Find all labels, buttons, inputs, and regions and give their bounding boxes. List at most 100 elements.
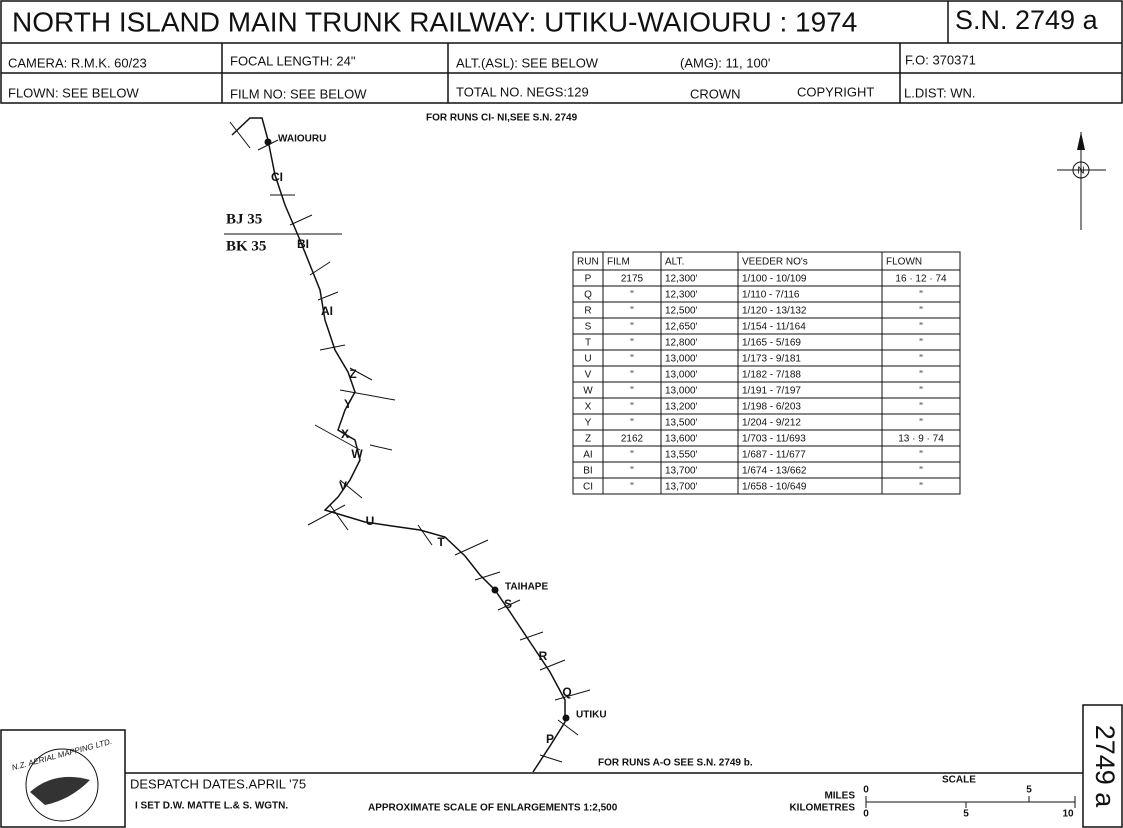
run-tick — [309, 261, 331, 276]
table-cell: 1/703 - 11/693 — [742, 434, 806, 445]
table-cell: AI — [583, 450, 592, 461]
run-tick — [307, 504, 346, 526]
fo: F.O: 370371 — [905, 52, 976, 67]
table-cell: " — [919, 354, 923, 365]
table-cell: " — [919, 482, 923, 493]
table-cell: 1/191 - 7/197 — [742, 386, 801, 397]
table-cell: T — [585, 338, 591, 349]
run-tick — [497, 599, 521, 611]
table-header: VEEDER NO's — [742, 257, 808, 268]
table-cell: " — [630, 306, 634, 317]
table-cell: 1/165 - 5/169 — [742, 338, 801, 349]
km-tick: 10 — [1062, 809, 1074, 820]
table-cell: V — [585, 370, 592, 381]
run-label: T — [437, 535, 445, 549]
table-header: RUN — [577, 257, 599, 268]
run-tick — [554, 689, 591, 701]
run-label: X — [341, 427, 349, 441]
run-tick — [369, 444, 393, 451]
title: NORTH ISLAND MAIN TRUNK RAILWAY: UTIKU-W… — [12, 6, 857, 37]
table-cell: " — [630, 322, 634, 333]
run-label: S — [504, 597, 512, 611]
table-cell: " — [630, 370, 634, 381]
table-cell: Y — [585, 418, 592, 429]
table-cell: Z — [585, 434, 591, 445]
table-cell: " — [919, 306, 923, 317]
run-tick — [339, 389, 396, 401]
run-tick — [539, 659, 566, 671]
place-dot — [562, 714, 570, 722]
altitude: ALT.(ASL): SEE BELOW — [456, 55, 599, 70]
table-cell: " — [630, 386, 634, 397]
table-cell: " — [630, 402, 634, 413]
run-ticks — [229, 121, 591, 763]
copyright: COPYRIGHT — [797, 84, 874, 99]
run-label: V — [339, 479, 347, 493]
table-cell: " — [919, 322, 923, 333]
table-cell: 12,500' — [665, 306, 698, 317]
table-cell: 13,550' — [665, 450, 698, 461]
table-cell: 13,000' — [665, 354, 698, 365]
table-cell: 1/674 - 13/662 — [742, 466, 807, 477]
railway-track — [231, 117, 566, 773]
table-cell: 12,650' — [665, 322, 698, 333]
place-dot — [491, 586, 499, 594]
run-tick — [474, 571, 501, 581]
table-cell: X — [585, 402, 592, 413]
run-label: BI — [297, 237, 309, 251]
table-header: FILM — [607, 257, 630, 268]
note-bottom: FOR RUNS A-O SEE S.N. 2749 b. — [598, 758, 753, 769]
km-tick: 5 — [963, 809, 969, 820]
footer-frame — [0, 704, 1123, 828]
table-cell: 13,700' — [665, 482, 698, 493]
table-cell: 1/110 - 7/116 — [742, 290, 800, 301]
table-cell: " — [630, 338, 634, 349]
table-header: FLOWN — [886, 257, 922, 268]
table-cell: 1/173 - 9/181 — [742, 354, 801, 365]
table-cell: " — [919, 466, 923, 477]
run-label: P — [546, 732, 554, 746]
mile-tick: 0 — [863, 785, 869, 796]
table-cell: 13,600' — [665, 434, 698, 445]
amg: (AMG): 11, 100' — [680, 55, 770, 70]
run-tick — [314, 424, 361, 451]
focal-length: FOCAL LENGTH: 24" — [230, 53, 356, 68]
table-cell: " — [919, 386, 923, 397]
table-cell: S — [585, 322, 592, 333]
table-cell: " — [630, 450, 634, 461]
table-cell: P — [585, 274, 592, 285]
table-cell: Q — [584, 290, 592, 301]
table-cell: W — [583, 386, 593, 397]
mile-tick: 5 — [1026, 785, 1032, 796]
table-cell: 1/658 - 10/649 — [742, 482, 807, 493]
table-cell: 1/204 - 9/212 — [742, 418, 801, 429]
table-cell: 13,000' — [665, 370, 698, 381]
north-arrow — [1057, 132, 1106, 230]
place-label: TAIHAPE — [505, 582, 548, 593]
scale-title: SCALE — [942, 775, 976, 786]
table-cell: 13,000' — [665, 386, 698, 397]
run-tick — [349, 367, 373, 381]
km-tick: 0 — [863, 809, 869, 820]
table-cell: " — [919, 418, 923, 429]
run-tick — [317, 291, 339, 301]
flown: FLOWN: SEE BELOW — [8, 85, 139, 100]
table-cell: 16 · 12 · 74 — [895, 274, 947, 285]
table-cell: 1/687 - 11/677 — [742, 450, 806, 461]
table-cell: " — [919, 338, 923, 349]
north-label: N — [1077, 166, 1084, 177]
logo-text: N.Z. AERIAL MAPPING LTD. — [11, 737, 113, 772]
miles-label: MILES — [824, 791, 855, 802]
despatch: DESPATCH DATES.APRIL '75 — [130, 776, 306, 791]
run-label: Y — [344, 397, 352, 411]
table-cell: " — [630, 418, 634, 429]
table-cell: 13,200' — [665, 402, 698, 413]
approx-scale: APPROXIMATE SCALE OF ENLARGEMENTS 1:2,50… — [368, 803, 618, 814]
run-label: R — [539, 649, 548, 663]
table-cell: " — [919, 290, 923, 301]
run-tick — [289, 214, 313, 226]
film-no: FILM NO: SEE BELOW — [230, 86, 367, 101]
note-top: FOR RUNS CI- NI,SEE S.N. 2749 — [426, 113, 578, 124]
sheet-label: BK 35 — [226, 238, 266, 254]
